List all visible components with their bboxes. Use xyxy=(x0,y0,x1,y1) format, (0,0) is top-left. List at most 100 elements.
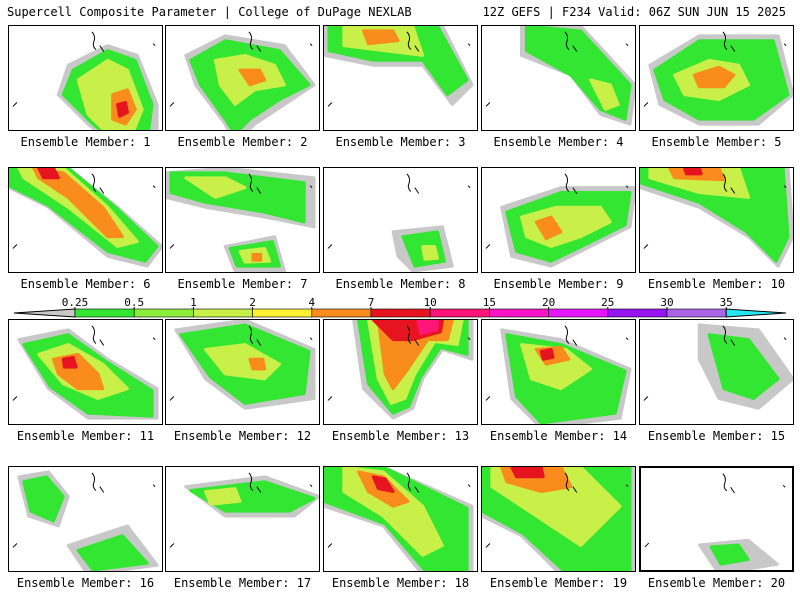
coastline-outline xyxy=(625,337,629,340)
colorbar-tick-label: 25 xyxy=(601,296,615,309)
coastline-outline xyxy=(564,31,570,50)
coastline-outline xyxy=(722,173,728,192)
coastline-outline xyxy=(467,337,471,340)
scp-contour-map xyxy=(166,168,316,272)
coastline-outline xyxy=(91,472,97,491)
coastline-outline xyxy=(467,185,471,188)
ensemble-member-map xyxy=(481,466,636,572)
colorbar-tick-label: 2 xyxy=(249,296,256,309)
scp-contour-map xyxy=(327,173,471,272)
scp-contour-region xyxy=(204,487,242,506)
scp-contour-map xyxy=(12,470,159,571)
coastline-outline xyxy=(414,187,420,194)
coastline-outline xyxy=(467,43,471,46)
colorbar-segment xyxy=(74,308,135,318)
scp-contour-region xyxy=(61,355,78,369)
scp-contour-region xyxy=(416,320,439,336)
coastline-outline xyxy=(564,325,570,344)
ensemble-member-label: Ensemble Member: 15 xyxy=(647,429,786,443)
coastline-outline xyxy=(12,396,18,401)
coastline-outline xyxy=(169,396,175,401)
scp-contour-region xyxy=(371,475,395,493)
scp-contour-map xyxy=(643,31,793,126)
coastline-outline xyxy=(783,43,787,46)
ensemble-member-label: Ensemble Member: 5 xyxy=(651,135,782,149)
scp-contour-region xyxy=(251,252,263,262)
ensemble-member-map xyxy=(323,466,478,572)
scp-contour-map xyxy=(12,325,159,420)
coastline-outline xyxy=(248,325,254,344)
coastline-outline xyxy=(572,486,578,493)
ensemble-member-label: Ensemble Member: 1 xyxy=(20,135,151,149)
ensemble-member-label: Ensemble Member: 11 xyxy=(16,429,155,443)
ensemble-member-label: Ensemble Member: 10 xyxy=(647,277,786,291)
scp-contour-region xyxy=(37,168,60,180)
scp-contour-map xyxy=(9,168,162,268)
colorbar-segment xyxy=(311,308,372,318)
coastline-outline xyxy=(91,173,97,192)
ensemble-member-label: Ensemble Member: 7 xyxy=(177,277,308,291)
scp-contour-map xyxy=(640,168,793,268)
ensemble-member-label: Ensemble Member: 12 xyxy=(173,429,312,443)
scp-contour-map xyxy=(485,173,635,268)
colorbar-segment xyxy=(133,308,194,318)
coastline-outline xyxy=(643,102,649,107)
ensemble-member-map xyxy=(639,25,794,131)
colorbar-segment xyxy=(252,308,313,318)
coastline-outline xyxy=(248,472,254,491)
ensemble-member-map xyxy=(165,25,320,131)
scp-contour-map xyxy=(485,26,635,126)
colorbar-segment xyxy=(666,308,727,318)
ensemble-member-map xyxy=(323,25,478,131)
scp-contour-map xyxy=(644,473,786,570)
coastline-outline xyxy=(414,339,420,346)
coastline-outline xyxy=(467,484,471,487)
coastline-outline xyxy=(169,244,175,249)
ensemble-member-map xyxy=(639,466,794,572)
coastline-outline xyxy=(327,102,333,107)
coastline-outline xyxy=(309,337,313,340)
coastline-outline xyxy=(248,173,254,192)
ensemble-member-label: Ensemble Member: 17 xyxy=(173,576,312,590)
colorbar-tick-label: 35 xyxy=(719,296,733,309)
scp-contour-map xyxy=(482,467,635,571)
ensemble-member-map xyxy=(639,167,794,273)
scp-contour-region xyxy=(510,467,545,479)
scp-contour-map xyxy=(485,325,632,424)
scp-contour-map xyxy=(169,472,319,548)
coastline-outline xyxy=(730,339,736,346)
scp-contour-region xyxy=(539,347,555,361)
coastline-outline xyxy=(782,484,786,488)
colorbar-tick-label: 1 xyxy=(190,296,197,309)
scp-contour-region xyxy=(184,176,247,199)
coastline-outline xyxy=(414,486,420,493)
coastline-outline xyxy=(99,45,105,52)
scp-contour-region xyxy=(362,29,400,46)
ensemble-member-label: Ensemble Member: 4 xyxy=(493,135,624,149)
coastline-outline xyxy=(12,543,18,548)
scp-contour-region xyxy=(682,168,703,176)
coastline-outline xyxy=(485,244,491,249)
coastline-outline xyxy=(625,185,629,188)
scp-contour-region xyxy=(248,357,267,371)
scp-contour-region xyxy=(116,101,129,118)
coastline-outline xyxy=(327,244,333,249)
scp-contour-map xyxy=(12,31,159,130)
scp-contour-region xyxy=(22,475,65,523)
colorbar-tick-label: 0.25 xyxy=(61,296,89,309)
scp-contour-region xyxy=(76,534,149,571)
ensemble-member-label: Ensemble Member: 3 xyxy=(335,135,466,149)
color-scale-svg xyxy=(13,307,787,318)
colorbar-segment xyxy=(548,308,609,318)
ensemble-member-map xyxy=(8,167,163,273)
coastline-outline xyxy=(564,173,570,192)
coastline-outline xyxy=(99,486,105,493)
colorbar-segment xyxy=(489,308,549,318)
coastline-outline xyxy=(327,543,333,548)
scp-contour-region xyxy=(640,168,790,263)
coastline-outline xyxy=(722,31,728,50)
coastline-outline xyxy=(572,187,578,194)
coastline-outline xyxy=(406,325,412,344)
coastline-outline xyxy=(783,337,787,340)
ensemble-member-label: Ensemble Member: 9 xyxy=(493,277,624,291)
